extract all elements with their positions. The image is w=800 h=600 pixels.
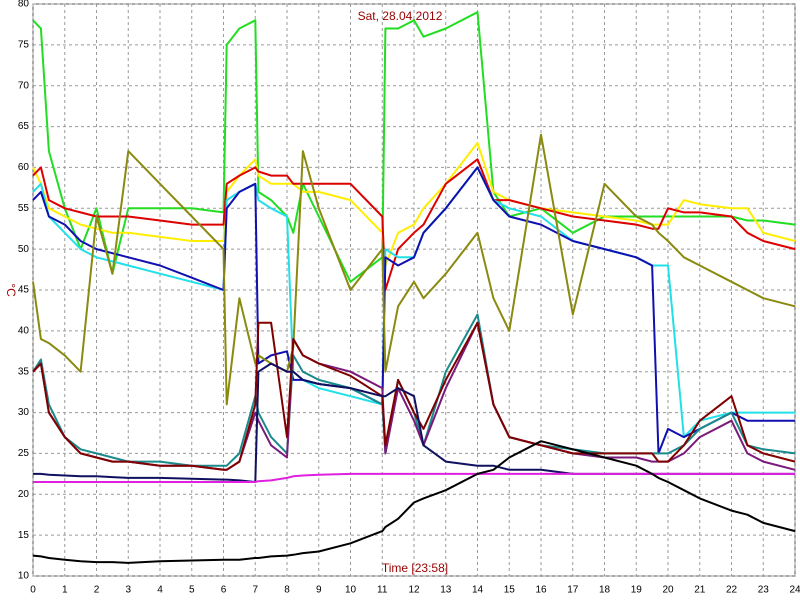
x-tick-label: 12 bbox=[408, 585, 420, 596]
chart-title: Sat, 28.04.2012 bbox=[358, 9, 443, 23]
x-tick-label: 22 bbox=[726, 585, 738, 596]
y-tick-label: 35 bbox=[18, 366, 30, 377]
y-tick-label: 55 bbox=[18, 203, 30, 214]
x-tick-label: 4 bbox=[157, 585, 163, 596]
x-axis-label: Time [23:58] bbox=[382, 561, 448, 575]
y-tick-label: 45 bbox=[18, 285, 30, 296]
y-tick-label: 60 bbox=[18, 162, 30, 173]
y-tick-label: 10 bbox=[18, 571, 30, 582]
y-tick-label: 70 bbox=[18, 80, 30, 91]
y-axis-label: °C bbox=[4, 283, 18, 297]
y-tick-label: 80 bbox=[18, 0, 30, 10]
y-tick-label: 30 bbox=[18, 407, 30, 418]
x-tick-label: 5 bbox=[189, 585, 195, 596]
x-tick-label: 16 bbox=[535, 585, 547, 596]
y-tick-label: 65 bbox=[18, 121, 30, 132]
x-tick-label: 11 bbox=[377, 585, 388, 596]
y-tick-label: 50 bbox=[18, 244, 30, 255]
x-tick-label: 6 bbox=[221, 585, 227, 596]
x-tick-label: 8 bbox=[284, 585, 290, 596]
x-tick-label: 19 bbox=[631, 585, 643, 596]
x-tick-label: 0 bbox=[30, 585, 36, 596]
line-series bbox=[32, 133, 796, 406]
x-tick-label: 2 bbox=[94, 585, 100, 596]
y-tick-label: 20 bbox=[18, 489, 30, 500]
x-tick-label: 24 bbox=[789, 585, 800, 596]
y-tick-label: 15 bbox=[18, 530, 30, 541]
y-tick-label: 75 bbox=[18, 39, 30, 50]
x-tick-label: 18 bbox=[599, 585, 611, 596]
line-series bbox=[32, 440, 796, 564]
x-tick-label: 14 bbox=[472, 585, 484, 596]
x-tick-label: 7 bbox=[252, 585, 258, 596]
x-tick-label: 20 bbox=[662, 585, 674, 596]
line-series bbox=[32, 158, 796, 291]
y-tick-label: 25 bbox=[18, 448, 30, 459]
x-tick-label: 3 bbox=[125, 585, 131, 596]
x-tick-label: 23 bbox=[758, 585, 770, 596]
x-tick-label: 21 bbox=[694, 585, 706, 596]
y-tick-label: 40 bbox=[18, 325, 30, 336]
x-tick-label: 15 bbox=[504, 585, 516, 596]
line-series bbox=[33, 472, 795, 483]
x-tick-label: 13 bbox=[440, 585, 452, 596]
x-tick-label: 10 bbox=[345, 585, 357, 596]
x-tick-label: 17 bbox=[567, 585, 579, 596]
x-tick-label: 9 bbox=[316, 585, 322, 596]
x-tick-label: 1 bbox=[62, 585, 68, 596]
